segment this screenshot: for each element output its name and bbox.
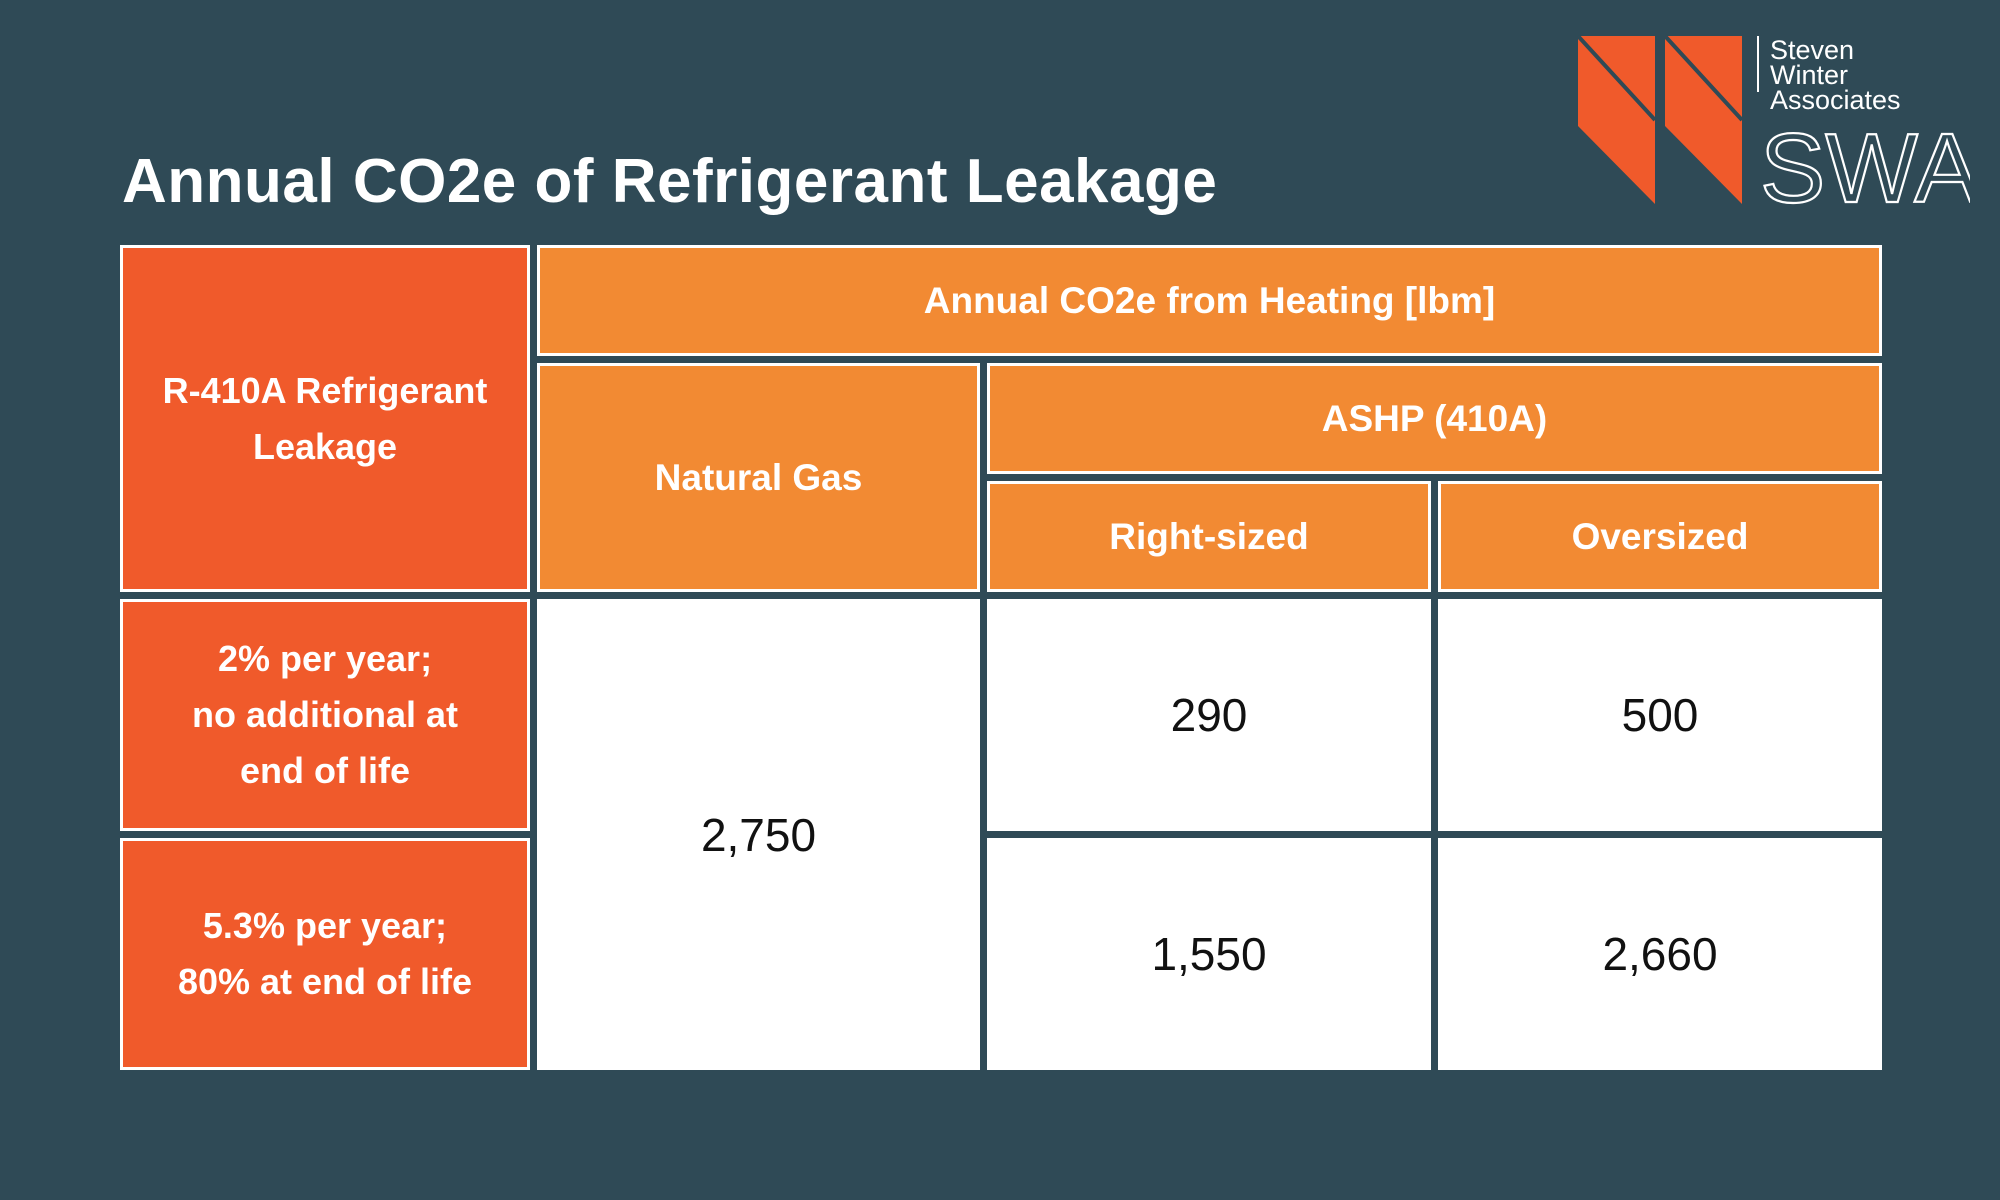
column-header-right-sized: Right-sized xyxy=(987,481,1431,592)
logo-abbr: SWA xyxy=(1760,113,1970,215)
logo-mark xyxy=(1576,34,1744,204)
value-row2-right-sized: 1,550 xyxy=(987,838,1431,1070)
logo-line-2: Winter xyxy=(1770,60,1848,90)
value-row1-right-sized: 290 xyxy=(987,599,1431,831)
row-header-cell: R-410A Refrigerant Leakage xyxy=(120,245,530,592)
logo-line-3: Associates xyxy=(1770,85,1901,115)
swa-logo: Steven Winter Associates SWA xyxy=(1576,34,1970,215)
value-row1-oversized: 500 xyxy=(1438,599,1882,831)
data-table: R-410A Refrigerant Leakage Annual CO2e f… xyxy=(120,245,1882,1080)
value-natural-gas: 2,750 xyxy=(537,599,980,1070)
column-header-oversized: Oversized xyxy=(1438,481,1882,592)
column-header-natural-gas: Natural Gas xyxy=(537,363,980,592)
row-label-1: 2% per year; no additional at end of lif… xyxy=(120,599,530,831)
subgroup-header-ashp: ASHP (410A) xyxy=(987,363,1882,474)
row-label-2: 5.3% per year; 80% at end of life xyxy=(120,838,530,1070)
chart-title: Annual CO2e of Refrigerant Leakage xyxy=(122,147,1218,216)
logo-line-1: Steven xyxy=(1770,35,1854,65)
group-header-cell: Annual CO2e from Heating [lbm] xyxy=(537,245,1882,356)
value-row2-oversized: 2,660 xyxy=(1438,838,1882,1070)
